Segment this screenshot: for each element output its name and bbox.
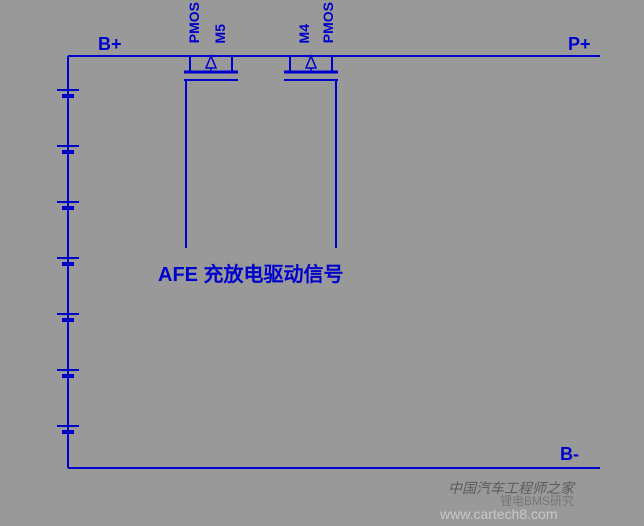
mosfet-m4 — [284, 56, 338, 248]
label-pmos-left: PMOS — [186, 2, 202, 43]
label-b-plus: B+ — [98, 34, 122, 55]
label-afe: AFE 充放电驱动信号 — [158, 258, 344, 287]
mosfet-m5 — [184, 56, 238, 248]
label-m5: M5 — [212, 24, 228, 43]
watermark-url: www.cartech8.com — [440, 506, 557, 522]
label-pmos-right: PMOS — [320, 2, 336, 43]
label-p-plus: P+ — [568, 34, 591, 55]
label-m4: M4 — [296, 24, 312, 43]
label-b-minus: B- — [560, 444, 579, 465]
